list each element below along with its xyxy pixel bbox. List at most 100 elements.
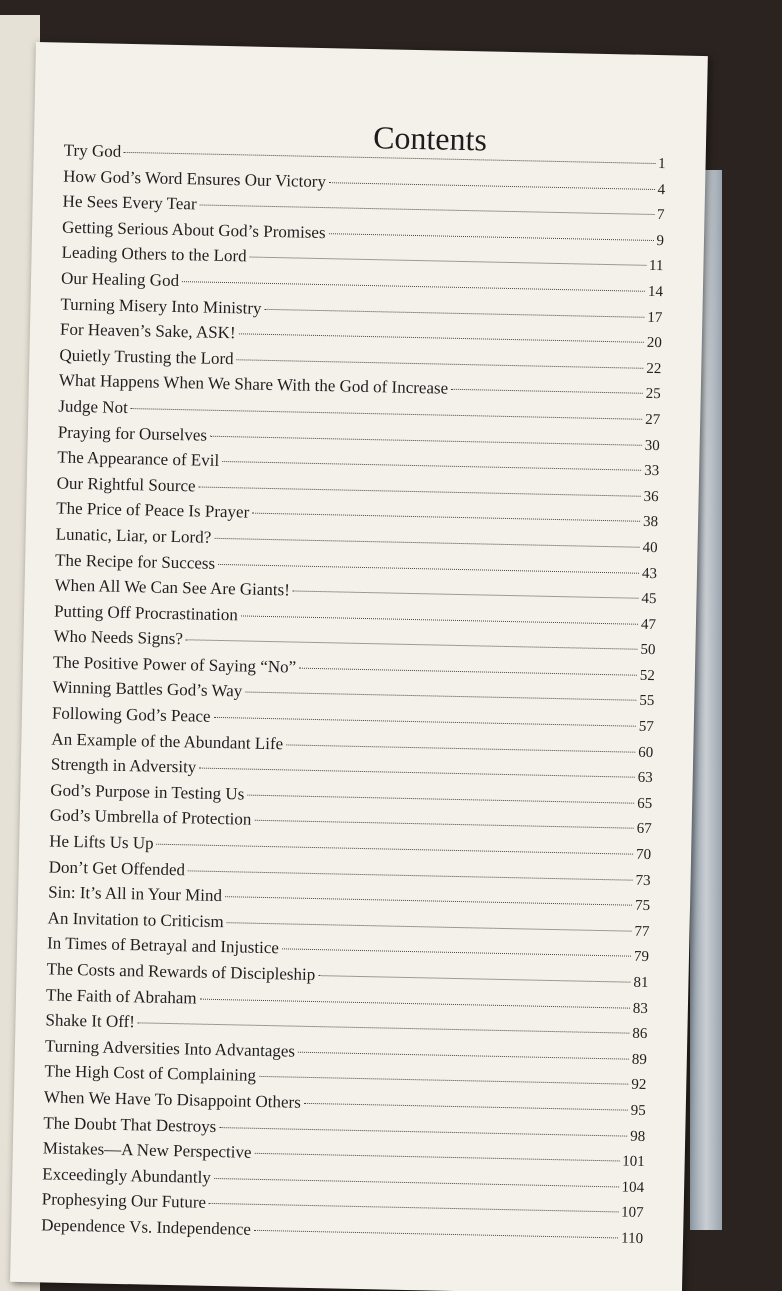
dot-leader [124, 151, 656, 164]
entry-title: Turning Adversities Into Advantages [44, 1036, 296, 1061]
page-number: 81 [633, 974, 649, 992]
page-number: 1 [657, 156, 666, 173]
entry-title: Who Needs Signs? [53, 626, 184, 649]
dot-leader [253, 1229, 619, 1239]
entry-title: Our Rightful Source [56, 473, 196, 496]
page-number: 30 [644, 437, 660, 454]
dot-leader [199, 767, 635, 778]
dot-leader [254, 1152, 620, 1162]
entry-title: For Heaven’s Sake, ASK! [59, 319, 236, 343]
dot-leader [254, 820, 634, 830]
page-number: 27 [645, 411, 661, 429]
dot-leader [156, 843, 634, 855]
entry-title: Prophesying Our Future [41, 1189, 207, 1213]
entry-title: When We Have To Disappoint Others [43, 1087, 302, 1112]
page-number: 77 [634, 923, 650, 940]
page-number: 79 [633, 949, 650, 966]
entry-title: Try God [63, 140, 122, 161]
dot-leader [303, 1102, 628, 1111]
dot-leader [199, 204, 655, 216]
entry-title: The Doubt That Destroys [43, 1112, 217, 1136]
entry-title: Leading Others to the Lord [61, 242, 247, 266]
entry-title: Praying for Ourselves [57, 422, 208, 445]
dot-leader [264, 308, 645, 318]
page-number: 20 [646, 335, 662, 352]
page-number: 70 [635, 846, 652, 864]
entry-title: Mistakes—A New Perspective [42, 1138, 252, 1162]
dot-leader [328, 232, 654, 241]
page-number: 43 [641, 565, 658, 582]
dot-leader [281, 948, 631, 958]
page-number: 47 [640, 616, 657, 633]
entry-title: Judge Not [58, 396, 128, 417]
dot-leader [318, 975, 631, 983]
entry-title: The Recipe for Success [54, 550, 216, 573]
entry-title: Putting Off Procrastination [53, 601, 239, 625]
entry-title: God’s Purpose in Testing Us [50, 780, 245, 804]
page-number: 65 [637, 795, 653, 812]
entry-title: How God’s Word Ensures Our Victory [63, 166, 327, 191]
page-number: 36 [643, 488, 659, 505]
dot-leader [226, 922, 632, 932]
page-number: 101 [622, 1153, 645, 1171]
dot-leader [218, 563, 640, 574]
entry-title: The Faith of Abraham [45, 985, 197, 1008]
entry-title: Our Healing God [60, 268, 180, 291]
dot-leader [224, 896, 633, 906]
dot-leader [213, 716, 636, 727]
dot-leader [209, 1203, 619, 1213]
page-number: 11 [648, 258, 664, 275]
dot-leader [209, 435, 642, 446]
dot-leader [328, 181, 655, 190]
dot-leader [299, 667, 637, 676]
entry-title: Quietly Trusting the Lord [59, 345, 234, 368]
entry-title: Strength in Adversity [50, 754, 197, 777]
page-number: 92 [631, 1077, 647, 1094]
dot-leader [187, 869, 633, 881]
dot-leader [236, 359, 644, 369]
dot-leader [199, 998, 630, 1009]
dot-leader [213, 1177, 619, 1188]
page-number: 17 [647, 309, 663, 326]
dot-leader [252, 512, 641, 523]
entry-title: Turning Misery Into Ministry [60, 294, 262, 318]
page-number: 57 [638, 718, 654, 736]
entry-title: Dependence Vs. Independence [41, 1215, 252, 1239]
dot-leader [247, 794, 635, 804]
entry-title: The Appearance of Evil [57, 447, 220, 471]
page-number: 14 [647, 283, 664, 301]
book-page: Contents Try God 1 How God’s Word Ensures … [10, 42, 708, 1291]
page-number: 50 [640, 642, 656, 659]
dot-leader [240, 615, 638, 625]
page-number: 25 [645, 386, 661, 403]
dot-leader [130, 408, 643, 420]
page-number: 33 [643, 462, 660, 480]
contents-list: Try God 1 How God’s Word Ensures Our Victo… [41, 141, 666, 1254]
page-number: 83 [632, 1000, 649, 1017]
entry-title: Lunatic, Liar, or Lord? [55, 524, 212, 547]
page-number: 110 [620, 1230, 644, 1247]
dot-leader [214, 537, 640, 548]
dot-leader [182, 281, 645, 292]
dot-leader [238, 333, 644, 343]
page-number: 45 [641, 590, 657, 608]
page-number: 67 [636, 821, 652, 838]
entry-title: Shake It Off! [45, 1010, 136, 1032]
page-number: 75 [634, 897, 651, 915]
page-number: 55 [639, 693, 655, 710]
entry-title: He Lifts Us Up [49, 831, 154, 853]
dot-leader [451, 389, 643, 395]
entry-title: Winning Battles God’s Way [52, 677, 243, 701]
entry-title: The High Cost of Complaining [44, 1061, 257, 1086]
dot-leader [222, 461, 642, 471]
page-number: 86 [632, 1025, 648, 1043]
entry-title: An Invitation to Criticism [47, 908, 224, 931]
entry-title: In Times of Betrayal and Injustice [46, 933, 280, 958]
page-number: 38 [642, 514, 659, 531]
entry-title: The Price of Peace Is Prayer [56, 498, 250, 522]
dot-leader [258, 1076, 629, 1086]
entry-title: He Sees Every Tear [62, 191, 197, 214]
page-number: 95 [630, 1102, 646, 1119]
dot-leader [245, 691, 637, 702]
page-number: 4 [657, 181, 666, 198]
